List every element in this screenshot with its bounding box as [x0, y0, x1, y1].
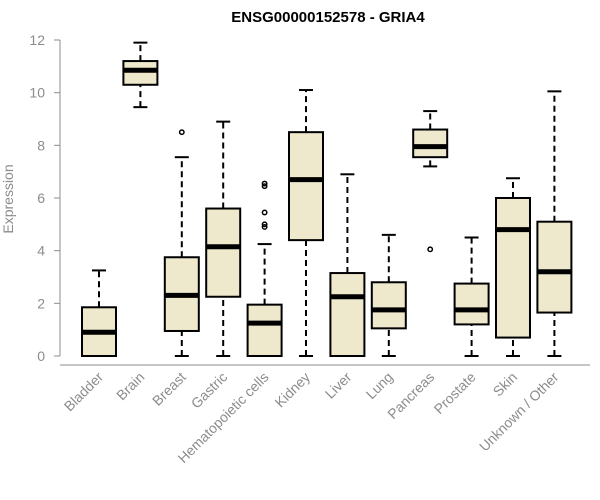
box-skin	[495, 177, 531, 357]
box-unknown-other	[536, 90, 573, 357]
box-gastric	[205, 120, 242, 357]
iqr-box	[205, 207, 242, 298]
x-tick-label: Breast	[149, 369, 189, 409]
x-tick-label: Liver	[322, 369, 355, 402]
iqr-box	[122, 60, 159, 86]
outlier-point	[261, 183, 268, 190]
box-breast	[163, 129, 200, 357]
x-tick-label: Brain	[113, 369, 147, 403]
y-tick-label: 8	[37, 137, 45, 153]
iqr-box	[288, 131, 324, 242]
box-brain	[122, 41, 159, 109]
x-tick-label: Bladder	[61, 369, 107, 415]
y-tick-label: 4	[37, 243, 45, 259]
box-pancreas	[412, 110, 449, 253]
iqr-box	[246, 303, 283, 357]
x-tick-label: Kidney	[272, 369, 314, 411]
y-tick-label: 6	[37, 190, 45, 206]
iqr-box	[412, 128, 449, 159]
outlier-point	[261, 221, 268, 228]
box-lung	[370, 233, 407, 357]
iqr-box	[495, 197, 531, 339]
iqr-box	[329, 272, 366, 357]
chart-title: ENSG00000152578 - GRIA4	[231, 9, 425, 26]
outlier-point	[261, 224, 268, 230]
outlier-point	[427, 246, 434, 253]
y-axis-title: Expression	[0, 164, 16, 233]
x-tick-label: Skin	[490, 369, 521, 400]
y-tick-label: 12	[29, 32, 45, 48]
box-kidney	[288, 89, 324, 357]
y-tick-label: 10	[29, 85, 45, 101]
x-tick-label: Unknown / Other	[476, 369, 562, 455]
iqr-box	[370, 281, 407, 330]
box-hematopoietic-cells	[246, 180, 283, 357]
iqr-box	[453, 282, 490, 326]
box-liver	[329, 173, 366, 357]
y-tick-label: 0	[37, 348, 45, 364]
outlier-point	[261, 209, 268, 216]
x-tick-label: Prostate	[431, 369, 479, 417]
outlier-point	[178, 129, 185, 136]
x-tick-label: Lung	[363, 369, 396, 402]
outlier-point	[261, 180, 268, 187]
y-tick-label: 2	[37, 295, 45, 311]
box-bladder	[81, 269, 117, 357]
iqr-box	[536, 220, 573, 314]
box-prostate	[453, 236, 490, 357]
